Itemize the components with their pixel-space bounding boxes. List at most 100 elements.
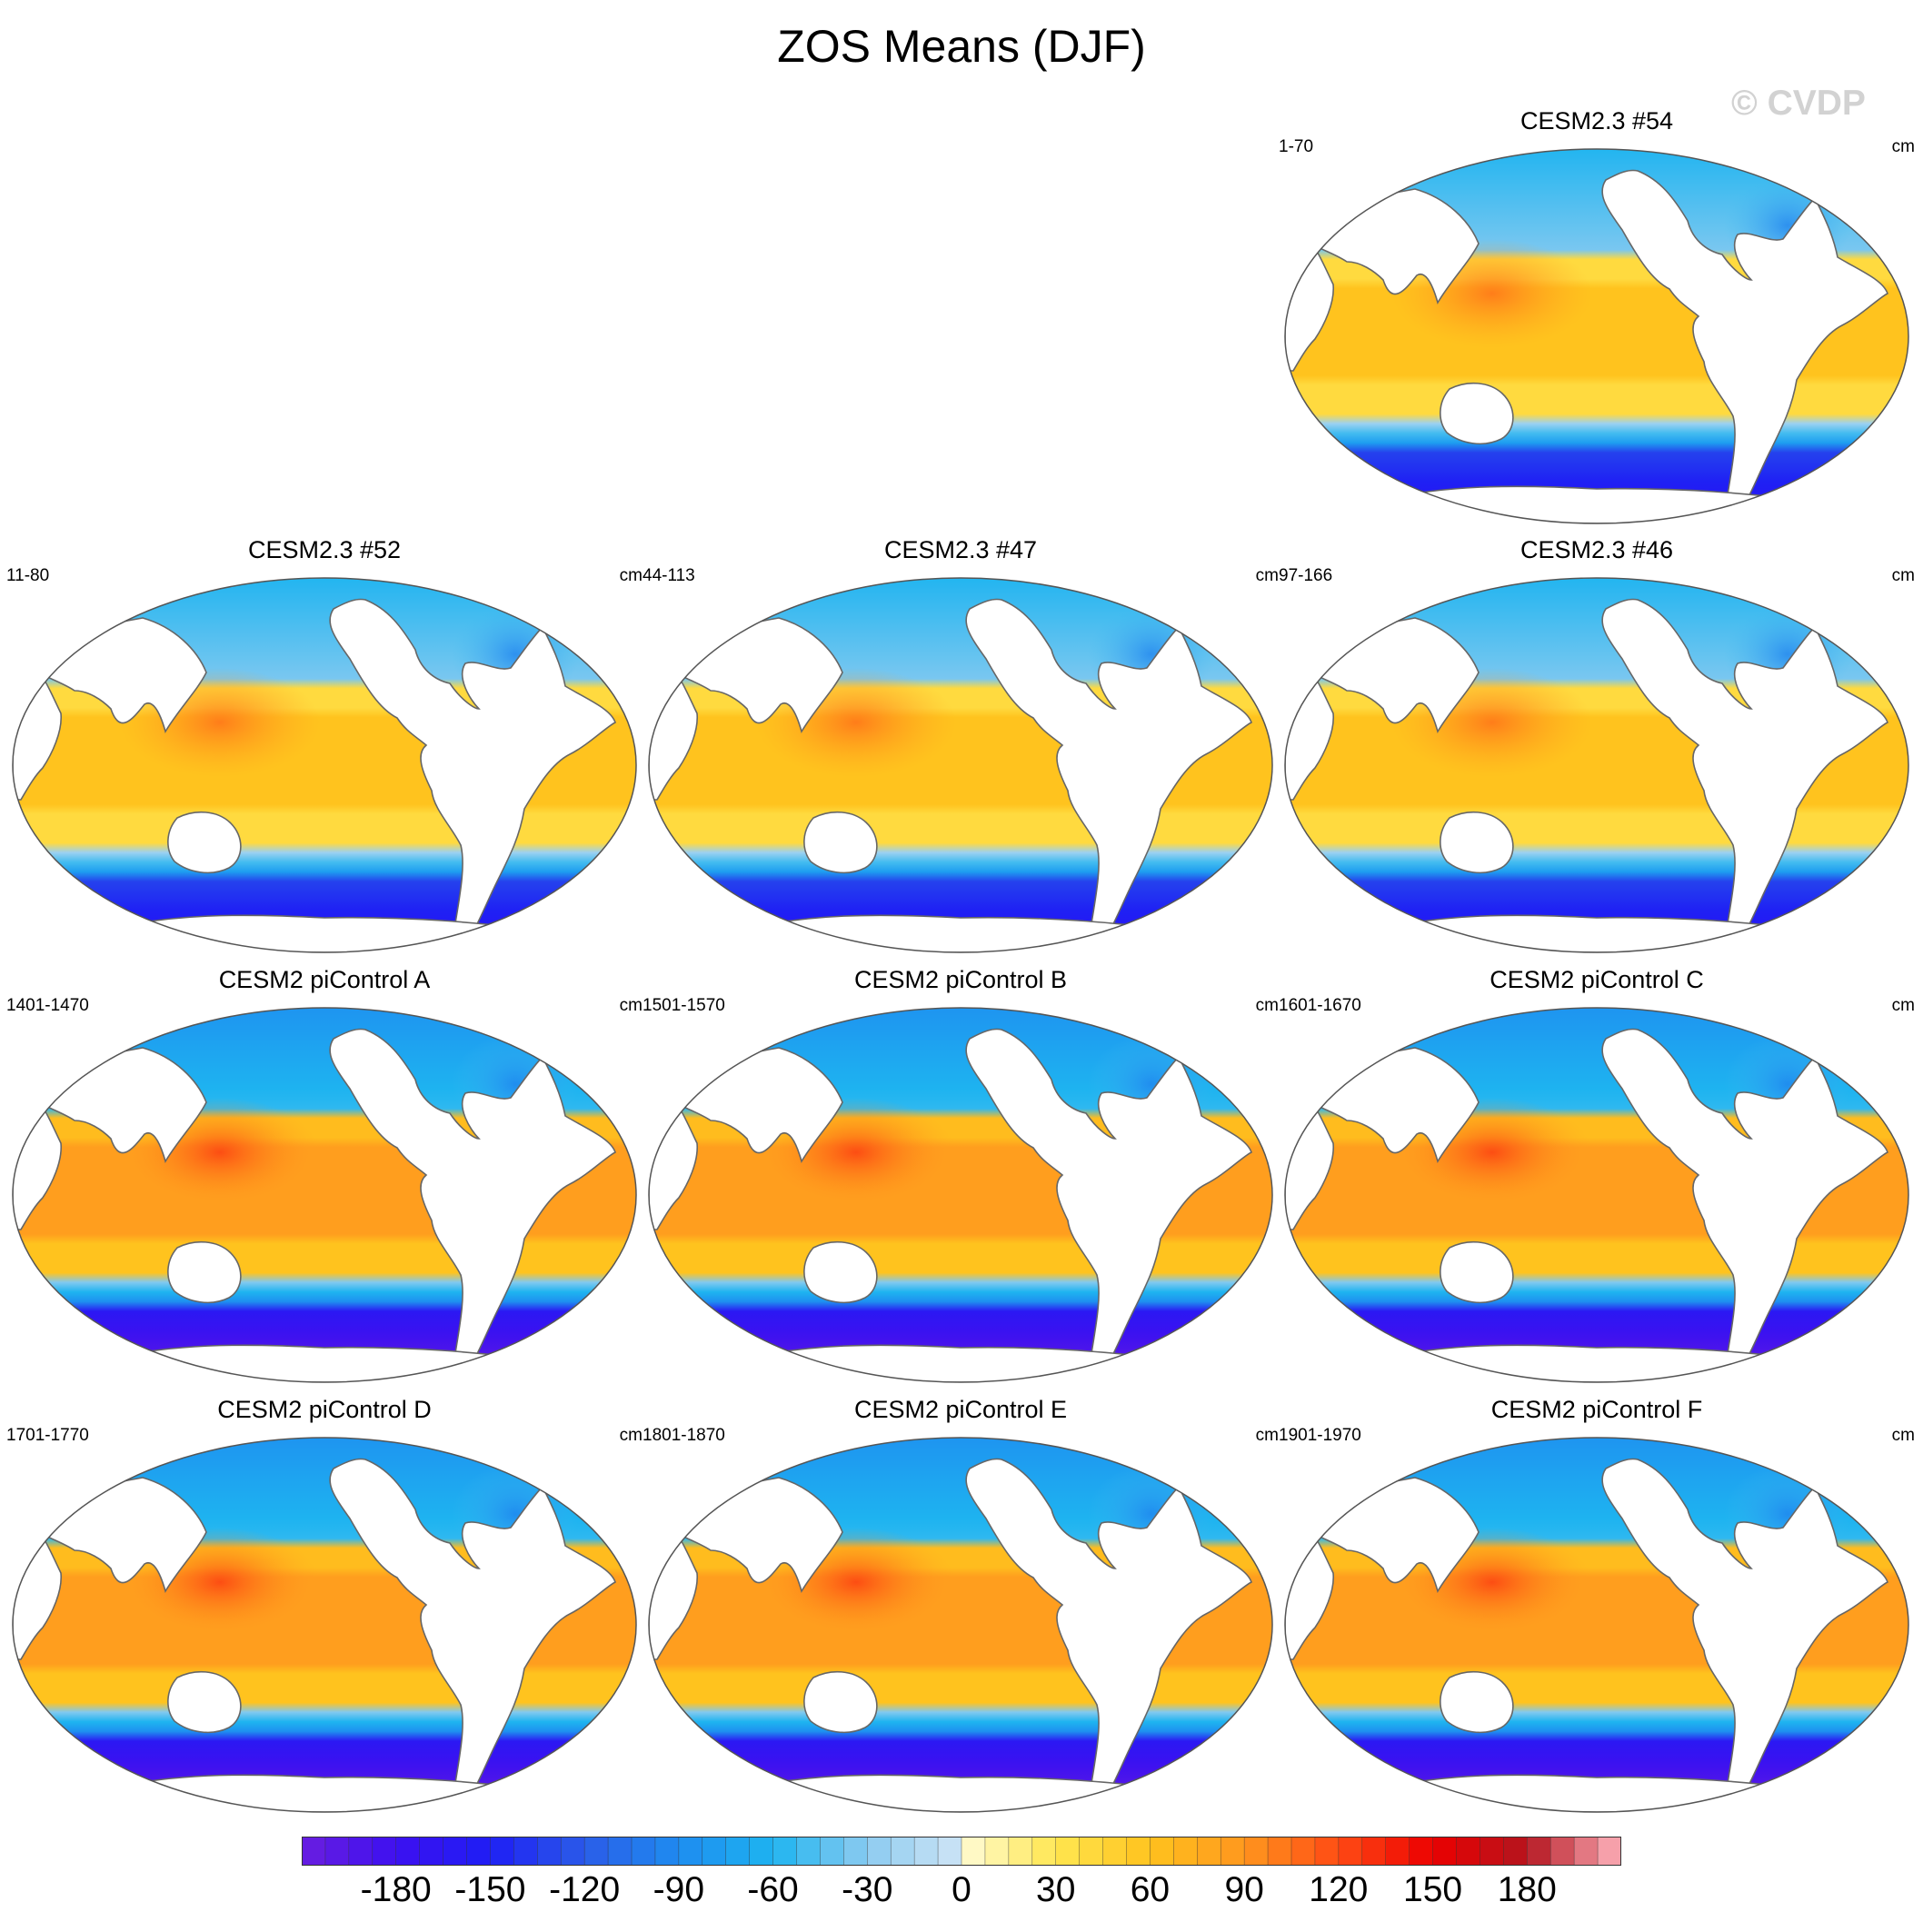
colorbar-tick-label: -180: [360, 1870, 432, 1909]
colorbar-swatch: [1361, 1837, 1387, 1866]
map-panel: CESM2 piControl C 1601-1670 cm: [1279, 966, 1915, 1384]
colorbar-swatch: [1432, 1837, 1457, 1866]
colorbar-swatch: [1291, 1837, 1316, 1866]
map-panel: CESM2.3 #52 11-80 cm: [6, 536, 643, 954]
map-outline: [1284, 577, 1909, 953]
land-mass: [965, 1458, 1252, 1799]
colorbar-swatch: [1574, 1837, 1599, 1866]
land-mass: [803, 1670, 878, 1734]
map-outline: [12, 1437, 637, 1813]
colorbar-swatch: [1385, 1837, 1410, 1866]
colorbar-swatch: [1268, 1837, 1292, 1866]
zos-map: [648, 1437, 1273, 1813]
panel-years: 1601-1670: [1279, 996, 1361, 1015]
colorbar-swatch: [348, 1837, 374, 1866]
land-mass: [167, 811, 242, 874]
figure-title: ZOS Means (DJF): [777, 21, 1146, 72]
land-mass: [1601, 1458, 1888, 1799]
colorbar-swatch: [1409, 1837, 1434, 1866]
map-panel: CESM2 piControl B 1501-1570 cm: [643, 966, 1279, 1384]
colorbar-swatch: [1550, 1837, 1575, 1866]
land-mass: [329, 598, 616, 940]
zos-map: [12, 577, 637, 953]
colorbar-tick-label: 0: [952, 1870, 971, 1909]
land-mass: [1601, 169, 1888, 511]
colorbar-swatch: [725, 1837, 751, 1866]
panel-years: 44-113: [643, 566, 695, 585]
panel-title: CESM2 piControl C: [1490, 966, 1704, 993]
zos-map: [1284, 1437, 1909, 1813]
land-mass: [329, 1458, 616, 1799]
panel-units: cm: [619, 996, 643, 1015]
colorbar-tick-label: -30: [842, 1870, 893, 1909]
colorbar-swatch: [772, 1837, 797, 1866]
colorbar-swatch: [749, 1837, 774, 1866]
colorbar-swatch: [891, 1837, 915, 1866]
panel-years: 1401-1470: [6, 996, 89, 1015]
colorbar-swatch: [914, 1837, 939, 1866]
cvdp-watermark: © CVDP: [1731, 84, 1866, 123]
colorbar-swatch: [395, 1837, 421, 1866]
panel-units: cm: [1255, 1426, 1279, 1445]
colorbar-swatch: [796, 1837, 821, 1866]
land-mass: [167, 1670, 242, 1734]
land-mass: [965, 598, 1252, 940]
map-panel: CESM2 piControl A 1401-1470 cm: [6, 966, 643, 1384]
colorbar-swatch: [608, 1837, 633, 1866]
colorbar-swatch: [1031, 1837, 1057, 1866]
colorbar-swatch: [1079, 1837, 1104, 1866]
colorbar-swatch: [324, 1837, 350, 1866]
panel-title: CESM2.3 #46: [1519, 536, 1674, 563]
colorbar-swatch: [1150, 1837, 1174, 1866]
map-panel: CESM2.3 #47 44-113 cm: [643, 536, 1279, 954]
colorbar-swatch: [702, 1837, 727, 1866]
land-mass: [1601, 598, 1888, 940]
colorbar-swatch: [1055, 1837, 1081, 1866]
zos-map: [1284, 1007, 1909, 1383]
panel-years: 1-70: [1279, 137, 1314, 156]
colorbar-swatch: [654, 1837, 680, 1866]
colorbar-swatch: [843, 1837, 868, 1866]
colorbar-swatch: [302, 1837, 326, 1866]
colorbar-swatch: [1456, 1837, 1480, 1866]
colorbar-swatch: [1244, 1837, 1269, 1866]
panel-years: 11-80: [6, 566, 50, 585]
land-mass: [329, 1028, 616, 1369]
panel-units: cm: [1255, 566, 1279, 585]
panel-years: 1701-1770: [6, 1426, 89, 1445]
panel-years: 1501-1570: [643, 996, 725, 1015]
panel-units: cm: [619, 1426, 643, 1445]
land-mass: [1440, 811, 1514, 874]
colorbar-swatch: [490, 1837, 514, 1866]
panel-title: CESM2 piControl E: [853, 1396, 1068, 1423]
colorbar-swatch: [1480, 1837, 1504, 1866]
land-mass: [965, 1028, 1252, 1369]
colorbar-tick-label: 60: [1130, 1870, 1171, 1909]
colorbar-tick-label: -90: [653, 1870, 705, 1909]
colorbar-swatch: [1102, 1837, 1127, 1866]
map-panel: CESM2 piControl F 1901-1970 cm: [1279, 1396, 1915, 1814]
colorbar-tick-labels: -180 -150 -120 -90 -60 -30 0 30 60 90 120 150 180: [0, 1870, 1923, 1916]
colorbar: [302, 1837, 1621, 1866]
colorbar-tick-label: 30: [1036, 1870, 1076, 1909]
zos-map: [12, 1437, 637, 1813]
colorbar-tick-label: 120: [1309, 1870, 1369, 1909]
panel-title: CESM2.3 #52: [247, 536, 402, 563]
map-outline: [648, 577, 1273, 953]
panel-years: 1801-1870: [643, 1426, 725, 1445]
map-panel: CESM2 piControl D 1701-1770 cm: [6, 1396, 643, 1814]
colorbar-swatch: [867, 1837, 892, 1866]
map-outline: [648, 1007, 1273, 1383]
map-outline: [12, 1007, 637, 1383]
panel-title: CESM2 piControl A: [218, 966, 431, 993]
panel-title: CESM2 piControl F: [1490, 1396, 1703, 1423]
colorbar-swatch: [678, 1837, 703, 1866]
panel-years: 97-166: [1279, 566, 1333, 585]
colorbar-tick-label: 150: [1403, 1870, 1463, 1909]
colorbar-tick-label: 180: [1497, 1870, 1557, 1909]
map-outline: [648, 1437, 1273, 1813]
colorbar-swatch: [1126, 1837, 1151, 1866]
colorbar-swatch: [1503, 1837, 1528, 1866]
colorbar-swatch: [1221, 1837, 1245, 1866]
panel-units: cm: [1255, 996, 1279, 1015]
